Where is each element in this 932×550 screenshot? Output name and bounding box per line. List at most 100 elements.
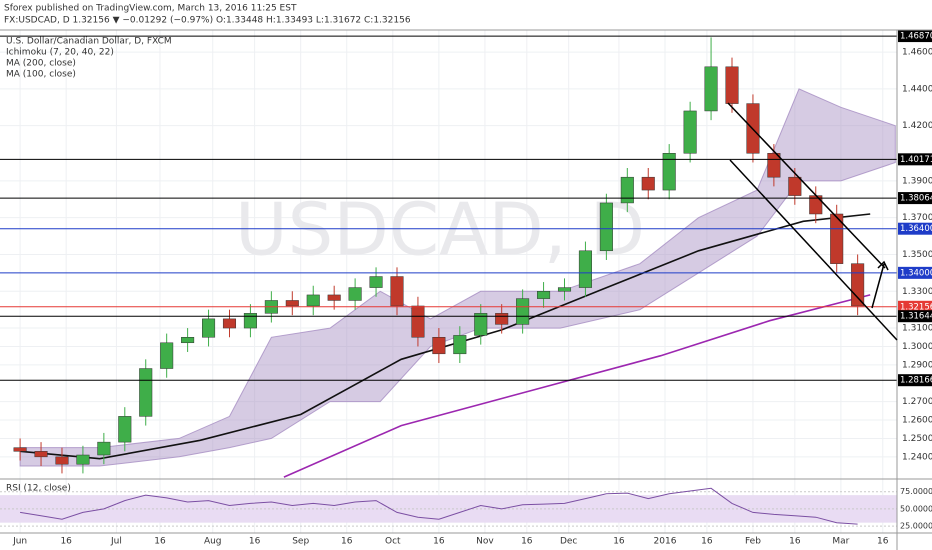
moving-average [20,213,871,460]
level-label-box [898,300,932,313]
y-tick-label: 1.30000 [902,342,932,352]
candle-body [599,202,613,252]
candle-body [181,337,195,344]
x-tick-label: Feb [745,537,761,547]
candle-body [432,337,446,355]
candle-body [76,454,90,465]
y-tick-label: 1.42000 [902,121,932,131]
legend-entry: MA (100, close) [6,70,76,80]
channel-line [729,159,898,341]
candle-body [390,276,404,307]
x-tick-label: Jun [12,537,27,547]
channel-line [727,102,886,269]
main-pane: 1.24000 1.25000 1.26000 1.27000 1.29000 1.300… [0,30,932,547]
candle-body [222,318,237,329]
x-tick-label: 16 [613,537,625,547]
x-tick-label: 16 [60,537,72,547]
level-label-box [898,192,932,205]
x-tick-label: 16 [521,537,533,547]
rsi-tick-label: 25.0000 [900,522,932,531]
arrow [871,260,889,309]
x-tick-label: 16 [154,537,166,547]
y-tick-label: 1.31000 [902,324,932,334]
x-tick-label: 16 [789,537,801,547]
x-tick-label: 16 [341,537,353,547]
candle-body [578,250,592,288]
candle-body [97,441,111,456]
candle-body [369,276,383,288]
candle-body [160,342,174,369]
rsi-tick-label: 50.0000 [900,504,932,513]
level-label: 1.28166 [900,376,932,386]
y-tick-label: 1.39000 [902,176,932,186]
level-label: 1.38064 [900,194,932,204]
level-label: 1.34000 [900,268,932,278]
candle-body [118,416,132,443]
level-label-box [898,266,932,279]
candle-body [537,291,551,299]
y-tick-label: 1.33000 [902,287,932,297]
candle-body [285,300,299,307]
candle-body [411,305,425,338]
candle-body [34,451,48,458]
x-tick-label: 16 [433,537,445,547]
candle-body [474,313,488,336]
level-label-box [898,30,932,43]
x-tick-label: 2016 [654,537,677,547]
candle-body [641,176,655,191]
y-tick-label: 1.29000 [902,360,932,370]
x-tick-label: Aug [204,537,222,547]
y-tick-label: 1.24000 [902,452,932,462]
legend-entry: Ichimoku (7, 20, 40, 22) [6,48,114,58]
level-label: 1.36400 [900,224,932,234]
candle-body [243,313,257,329]
level-label-box [898,310,932,323]
candle-body [704,66,718,112]
publisher: Sforex published on TradingView.com, Mar… [4,4,297,14]
legend-entry: MA (200, close) [6,59,76,69]
watermark: USDCAD, D [235,188,645,272]
candle-body [348,287,362,301]
y-tick-label: 1.25000 [902,434,932,444]
candle-body [495,313,509,325]
candle-body [13,447,27,452]
candle-body [725,66,739,104]
x-tick-label: Nov [476,537,494,547]
y-tick-label: 1.46000 [902,48,932,58]
level-label-box [898,374,932,387]
y-tick-label: 1.37000 [902,213,932,223]
x-tick-label: Sep [292,537,309,547]
level-label: 1.40171 [900,155,932,165]
candle-body [139,368,153,417]
x-tick-label: 16 [701,537,713,547]
level-label-box [898,153,932,166]
candle-body [327,294,341,301]
y-tick-label: 1.26000 [902,416,932,426]
candle-body [851,263,865,307]
candle-body [788,176,802,196]
candle-body [683,110,697,154]
candle-body [453,335,467,355]
candle-body [516,298,530,325]
x-tick-label: Mar [832,537,849,547]
level-label: 1.46870 [900,32,932,42]
rsi-line [20,487,858,525]
quote: FX:USDCAD, D 1.32156 ▼ −0.01292 (−0.97%)… [4,16,411,26]
level-label: 1.31644 [900,312,932,322]
y-tick-label: 1.44000 [902,84,932,94]
y-tick-label: 1.27000 [902,397,932,407]
x-tick-label: Jul [110,537,122,547]
candle-body [202,318,216,338]
candle-body [306,294,320,307]
candle-body [662,153,676,191]
rsi-tick-label: 75.0000 [900,487,932,496]
candle-body [620,176,634,204]
x-tick-label: 16 [877,537,889,547]
y-tick-label: 1.35000 [902,250,932,260]
candle-body [830,213,844,264]
candle-body [557,287,572,292]
candle-body [55,456,69,465]
level-label: 1.32156 [900,302,932,312]
